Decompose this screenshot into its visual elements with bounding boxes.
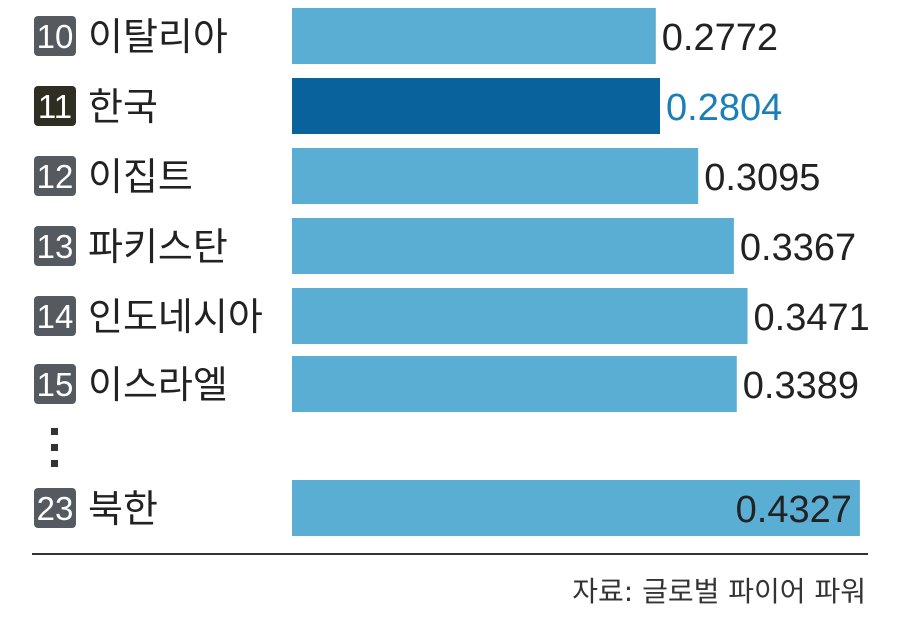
rank-label: 15 [37,366,74,403]
chart-rows: 10 이탈리아 0.2772 11 한국 0.2804 12 이집트 0.3095 13 파키스탄 0… [34,8,870,536]
rank-label: 23 [37,490,74,527]
value-label: 0.3389 [743,365,859,407]
chart-row: 14 인도네시아 0.3471 [34,288,870,344]
value-label: 0.4327 [736,489,852,531]
rank-badge [34,86,76,126]
value-label: 0.3471 [754,297,870,339]
rank-badge [34,16,76,56]
country-label: 이탈리아 [88,15,228,59]
chart-row: 10 이탈리아 0.2772 [34,8,778,64]
source-note: 자료: 글로벌 파이어 파워 [572,575,866,608]
rank-badge [34,156,76,196]
chart-row: 15 이스라엘 0.3389 [34,356,859,412]
chart-row: 23 북한 0.4327 [34,480,860,536]
rank-badge [34,226,76,266]
rank-label: 11 [38,88,72,125]
country-label: 인도네시아 [88,295,263,339]
country-label: 파키스탄 [88,225,228,269]
rank-label: 14 [37,298,74,335]
chart-row: 11 한국 0.2804 [34,78,782,134]
value-label: 0.3095 [704,157,820,199]
bar [292,8,656,64]
value-label: 0.3367 [740,227,856,269]
country-label: 한국 [88,85,158,129]
bar [292,356,737,412]
gap-ellipsis [51,428,58,467]
bar [292,288,748,344]
country-label: 이스라엘 [88,363,228,407]
bar [292,480,860,536]
bar-highlight [292,78,660,134]
chart-row: 13 파키스탄 0.3367 [34,218,856,274]
chart-row: 12 이집트 0.3095 [34,148,820,204]
bar [292,148,699,204]
rank-label: 13 [37,228,74,265]
rank-label: 10 [37,18,74,55]
country-label: 이집트 [88,155,193,199]
bar [292,218,734,274]
rank-badge [34,488,76,528]
value-label: 0.2772 [662,17,778,59]
rank-label: 12 [37,158,74,195]
value-label: 0.2804 [666,87,782,129]
country-label: 북한 [88,487,158,531]
rank-badge [34,296,76,336]
rank-badge [34,364,76,404]
